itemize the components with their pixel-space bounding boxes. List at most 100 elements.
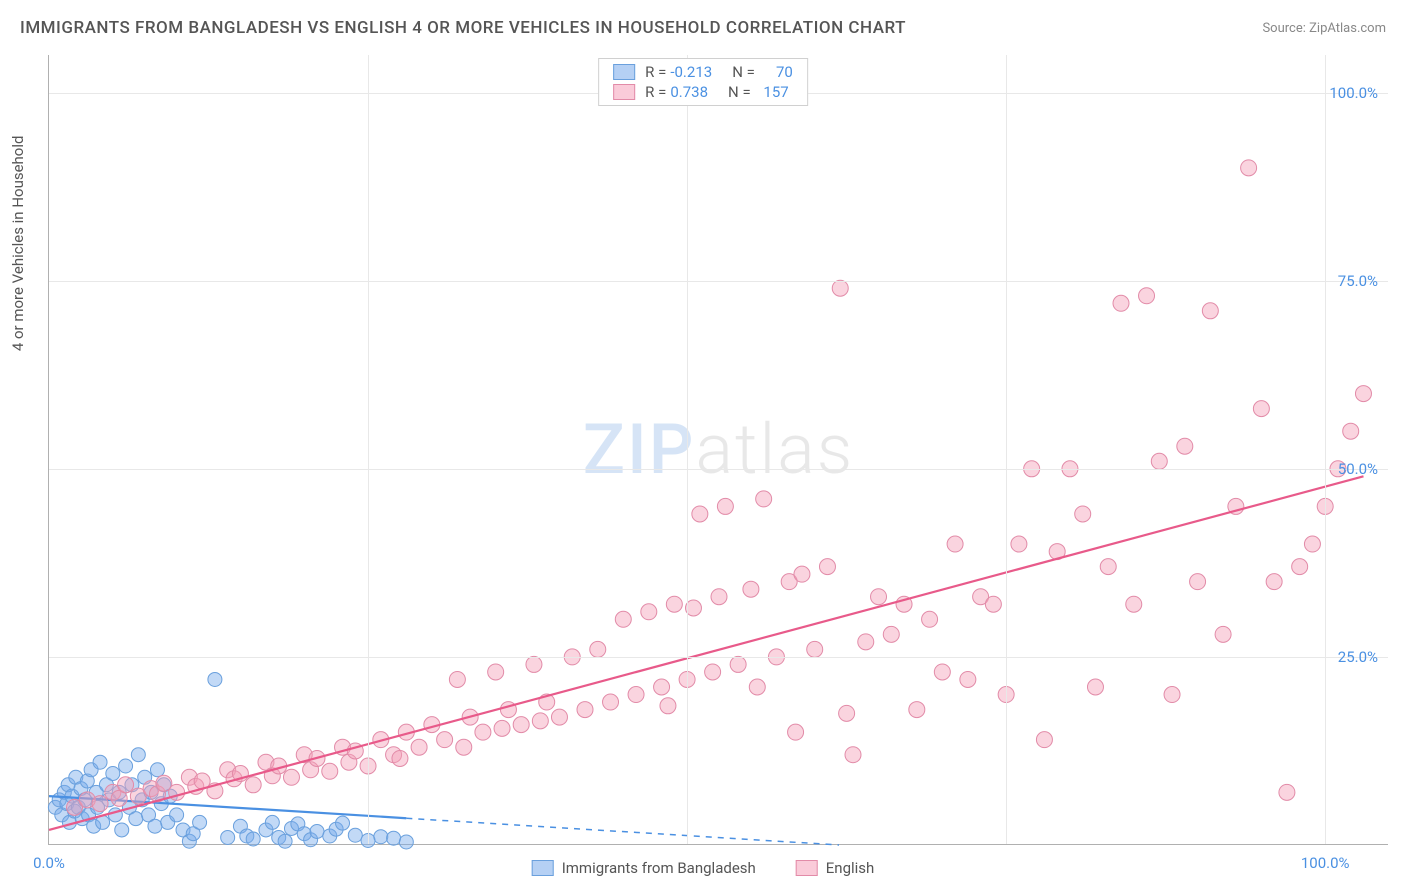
scatter-point — [1253, 401, 1269, 417]
trend-line — [49, 476, 1363, 830]
scatter-point — [909, 702, 925, 718]
scatter-point — [603, 694, 619, 710]
grid-line-h — [49, 281, 1388, 282]
scatter-point — [756, 491, 772, 507]
scatter-point — [922, 611, 938, 627]
scatter-point — [1292, 559, 1308, 575]
legend-series-label: Immigrants from Bangladesh — [562, 859, 756, 877]
scatter-point — [947, 536, 963, 552]
legend-swatch — [796, 860, 818, 876]
scatter-point — [871, 589, 887, 605]
scatter-point — [92, 796, 108, 812]
x-tick-label: 100.0% — [1301, 854, 1350, 872]
legend-series: Immigrants from Bangladesh English — [532, 859, 875, 877]
scatter-point — [399, 835, 413, 849]
scatter-point — [456, 739, 472, 755]
scatter-point — [641, 604, 657, 620]
scatter-point — [119, 759, 133, 773]
scatter-point — [193, 815, 207, 829]
scatter-point — [615, 611, 631, 627]
scatter-point — [1304, 536, 1320, 552]
title-bar: IMMIGRANTS FROM BANGLADESH VS ENGLISH 4 … — [20, 18, 1386, 38]
scatter-point — [1202, 303, 1218, 319]
scatter-point — [513, 717, 529, 733]
scatter-point — [129, 812, 143, 826]
legend-swatch — [532, 860, 554, 876]
scatter-point — [1100, 559, 1116, 575]
scatter-point — [628, 687, 644, 703]
scatter-point — [265, 815, 279, 829]
scatter-point — [1126, 596, 1142, 612]
legend-r: R =0.738 — [645, 83, 708, 101]
scatter-point — [1355, 386, 1371, 402]
scatter-point — [577, 702, 593, 718]
scatter-point — [526, 656, 542, 672]
scatter-point — [475, 724, 491, 740]
scatter-point — [883, 626, 899, 642]
scatter-point — [245, 777, 261, 793]
chart-svg — [49, 55, 1388, 844]
chart-title: IMMIGRANTS FROM BANGLADESH VS ENGLISH 4 … — [20, 18, 906, 38]
grid-line-v — [1006, 55, 1007, 844]
scatter-point — [278, 834, 292, 848]
scatter-point — [1011, 536, 1027, 552]
scatter-point — [807, 641, 823, 657]
grid-line-v — [687, 55, 688, 844]
y-tick-label: 75.0% — [1338, 272, 1378, 290]
source-attribution: Source: ZipAtlas.com — [1262, 21, 1386, 36]
legend-correlation-row: R =0.738 N =157 — [613, 83, 793, 101]
scatter-point — [494, 720, 510, 736]
scatter-point — [310, 824, 324, 838]
scatter-point — [449, 671, 465, 687]
scatter-point — [1343, 423, 1359, 439]
scatter-point — [106, 767, 120, 781]
scatter-point — [654, 679, 670, 695]
legend-swatch — [613, 84, 635, 100]
scatter-point — [711, 589, 727, 605]
legend-n: N =70 — [732, 63, 793, 81]
legend-r: R =-0.213 — [645, 63, 712, 81]
scatter-point — [1279, 784, 1295, 800]
legend-correlation-row: R =-0.213 N =70 — [613, 63, 793, 81]
y-tick-label: 50.0% — [1338, 460, 1378, 478]
legend-series-label: English — [826, 859, 875, 877]
scatter-point — [115, 823, 129, 837]
source-value: ZipAtlas.com — [1309, 21, 1386, 36]
trend-line-dashed — [406, 818, 839, 845]
legend-swatch — [613, 64, 635, 80]
scatter-point — [845, 747, 861, 763]
scatter-point — [336, 816, 350, 830]
legend-series-item: Immigrants from Bangladesh — [532, 859, 756, 877]
scatter-point — [148, 819, 162, 833]
scatter-point — [832, 280, 848, 296]
scatter-point — [150, 763, 164, 777]
grid-line-v — [368, 55, 369, 844]
scatter-point — [1036, 732, 1052, 748]
y-axis-label: 4 or more Vehicles in Household — [9, 136, 27, 352]
scatter-point — [1087, 679, 1103, 695]
scatter-point — [1075, 506, 1091, 522]
scatter-point — [437, 732, 453, 748]
scatter-point — [1266, 574, 1282, 590]
scatter-point — [1151, 453, 1167, 469]
scatter-point — [1241, 160, 1257, 176]
grid-line-v — [1325, 55, 1326, 844]
x-tick-label: 0.0% — [33, 854, 65, 872]
grid-line-h — [49, 657, 1388, 658]
scatter-point — [692, 506, 708, 522]
scatter-point — [794, 566, 810, 582]
source-label: Source: — [1262, 21, 1305, 36]
scatter-point — [411, 739, 427, 755]
scatter-point — [93, 755, 107, 769]
scatter-point — [322, 763, 338, 779]
scatter-point — [118, 777, 134, 793]
scatter-point — [788, 724, 804, 740]
scatter-point — [819, 559, 835, 575]
scatter-point — [743, 581, 759, 597]
scatter-point — [348, 828, 362, 842]
scatter-point — [131, 748, 145, 762]
legend-correlation: R =-0.213 N =70 R =0.738 N =157 — [598, 58, 808, 106]
scatter-point — [749, 679, 765, 695]
scatter-point — [208, 672, 222, 686]
grid-line-h — [49, 469, 1388, 470]
